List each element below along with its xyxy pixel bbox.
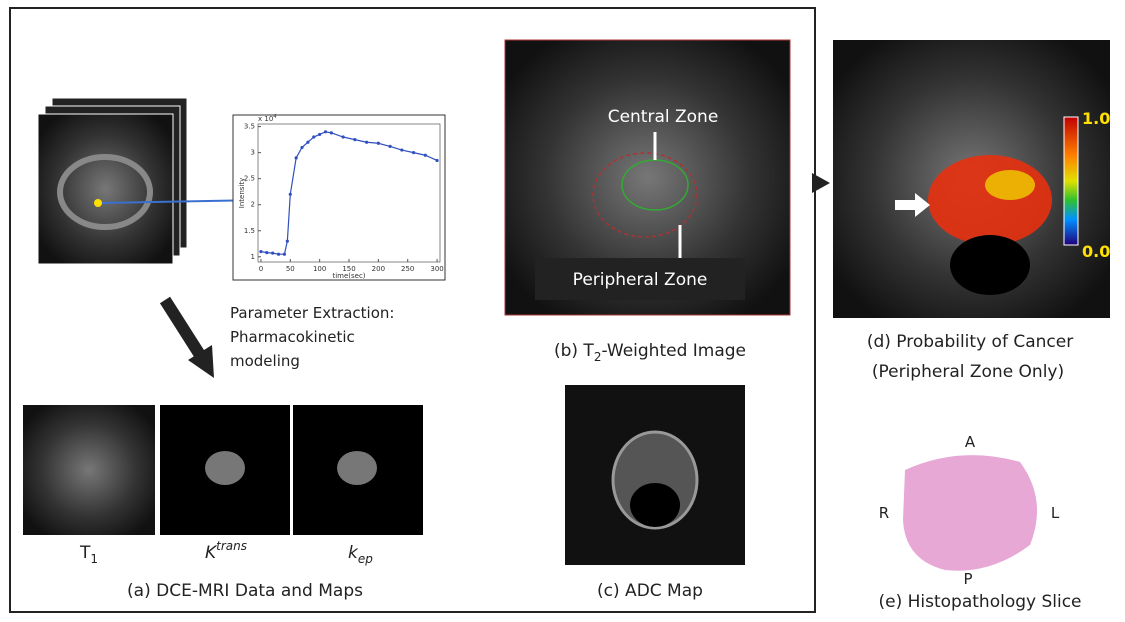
y-axis-label: Intensity xyxy=(238,178,246,208)
data-point xyxy=(424,154,427,157)
colorbar xyxy=(1064,117,1078,245)
ktrans-label: Ktrans xyxy=(205,539,247,563)
x-tick-label: 250 xyxy=(401,265,414,273)
scale-base: x 10 xyxy=(258,115,273,123)
probability-map xyxy=(928,155,1052,245)
data-point xyxy=(271,252,274,255)
data-point xyxy=(295,156,298,159)
data-point xyxy=(330,131,333,134)
data-point xyxy=(283,253,286,256)
data-point xyxy=(342,135,345,138)
caption: (d) Probability of Cancer xyxy=(867,332,1073,352)
data-point xyxy=(365,141,368,144)
probability-map xyxy=(985,170,1035,200)
rectum xyxy=(950,235,1030,295)
data-point xyxy=(286,240,289,243)
data-point xyxy=(300,146,303,149)
x-tick-label: 50 xyxy=(286,265,295,273)
page: {"panel_a": {"stack_note": "Parameter Ex… xyxy=(0,0,1125,618)
y-tick-label: 3 xyxy=(251,149,255,157)
data-point xyxy=(312,135,315,138)
arrow xyxy=(812,173,830,193)
orientation: P xyxy=(963,570,972,588)
colorbar-max: 1.0 xyxy=(1082,109,1110,128)
x-tick-label: 0 xyxy=(259,265,263,273)
orientation: R xyxy=(879,504,889,522)
histology xyxy=(903,455,1037,571)
colorbar-min: 0.0 xyxy=(1082,242,1110,261)
data-point xyxy=(388,145,391,148)
data-point xyxy=(259,250,262,253)
orientation: A xyxy=(965,433,976,451)
data-point xyxy=(400,148,403,151)
data-point xyxy=(412,151,415,154)
data-point xyxy=(318,133,321,136)
t1-map xyxy=(23,405,155,535)
x-axis-label: time(sec) xyxy=(332,272,365,280)
kep-label: kep xyxy=(348,543,373,566)
voxel-marker xyxy=(94,199,102,207)
scale-exp: 4 xyxy=(273,114,276,120)
x-tick-label: 300 xyxy=(430,265,443,273)
caption: (c) ADC Map xyxy=(597,581,703,601)
orientation: L xyxy=(1051,504,1060,522)
peripheral-label: Peripheral Zone xyxy=(573,270,708,290)
figure: 05010015020025030011.522.533.5time(sec)I… xyxy=(0,0,1125,618)
central-label: Central Zone xyxy=(608,107,719,127)
t1-label: T1 xyxy=(79,543,98,566)
note: Pharmacokinetic xyxy=(230,328,355,346)
x-tick-label: 100 xyxy=(313,265,326,273)
data-point xyxy=(377,142,380,145)
rectum xyxy=(630,483,680,527)
data-point xyxy=(324,130,327,133)
plot-frame xyxy=(233,115,445,280)
caption: (a) DCE-MRI Data and Maps xyxy=(127,581,363,601)
data-point xyxy=(306,141,309,144)
note: Parameter Extraction: xyxy=(230,304,394,322)
data-point xyxy=(353,138,356,141)
data-point xyxy=(435,159,438,162)
y-tick-label: 1 xyxy=(251,253,255,261)
caption: (Peripheral Zone Only) xyxy=(872,362,1064,382)
caption: (e) Histopathology Slice xyxy=(878,592,1081,612)
y-tick-label: 3.5 xyxy=(244,123,255,131)
note: modeling xyxy=(230,352,300,370)
y-tick-label: 1.5 xyxy=(244,227,255,235)
y-tick-label: 2 xyxy=(251,201,255,209)
data-point xyxy=(277,253,280,256)
x-tick-label: 200 xyxy=(372,265,385,273)
data-point xyxy=(289,193,292,196)
arrow xyxy=(165,300,200,355)
data-point xyxy=(265,251,268,254)
caption: (b) T2-Weighted Image xyxy=(554,341,746,364)
prostate xyxy=(337,451,377,485)
prostate xyxy=(205,451,245,485)
